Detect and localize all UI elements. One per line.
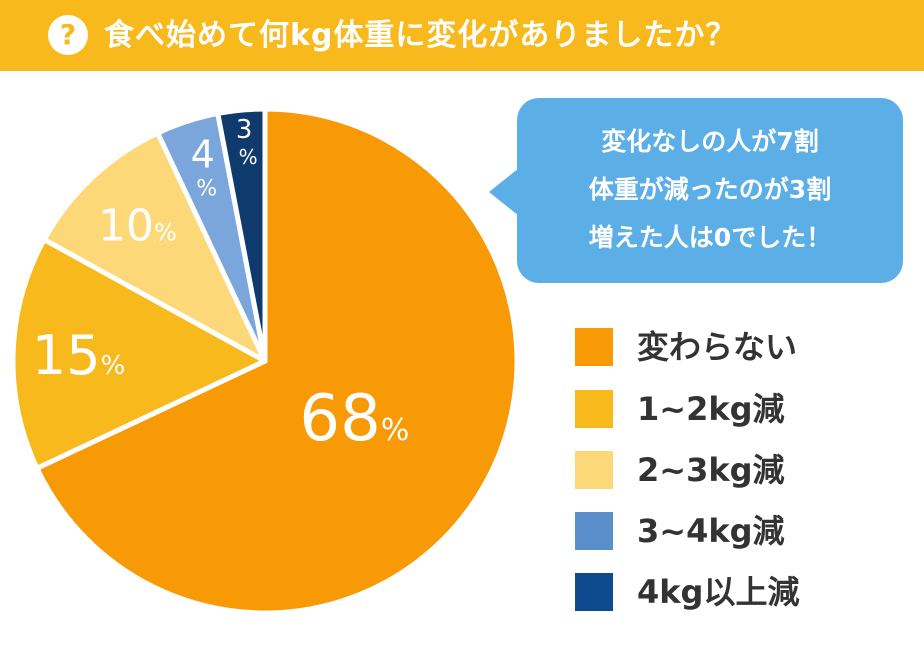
legend-label: 3~4kg減: [637, 512, 785, 550]
legend-swatch: [575, 573, 613, 611]
callout-tail: [489, 168, 519, 216]
pie-value-label-3-4kg-loss: 4%: [191, 132, 218, 201]
legend-label: 変わらない: [637, 328, 798, 366]
pie-value-label-1-2kg-loss: 15%: [32, 324, 125, 387]
legend-swatch: [575, 328, 613, 366]
callout-line-1: 変化なしの人が7割: [601, 127, 819, 156]
pie-slice-4kg-plus-loss: [215, 106, 268, 364]
legend-swatch: [575, 512, 613, 550]
legend-label: 4kg以上減: [637, 573, 800, 611]
pie-slice-1-2kg-loss: [10, 237, 268, 471]
pie-value-label-4kg-plus-loss: 3%: [236, 115, 258, 169]
header-bar: ? 食べ始めて何kg体重に変化がありましたか？: [0, 0, 924, 71]
page-title: 食べ始めて何kg体重に変化がありましたか？: [104, 18, 737, 53]
pie-chart: 68% 15% 10% 4 % 3%: [10, 106, 520, 616]
pie-value-label-2-3kg-loss: 10%: [98, 200, 177, 251]
callout-line-3: 増えた人は0でした！: [588, 223, 832, 252]
pie-slice-no-change: [34, 106, 520, 616]
legend-label: 1~2kg減: [637, 390, 785, 428]
legend-swatch: [575, 451, 613, 489]
pie-value-label-no-change: 68%: [299, 382, 409, 456]
callout-line-2: 体重が減ったのが3割: [588, 175, 832, 204]
callout-bubble: 変化なしの人が7割 体重が減ったのが3割 増えた人は0でした！: [517, 98, 903, 283]
legend-label: 2~3kg減: [637, 451, 785, 489]
legend-swatch: [575, 390, 613, 428]
question-icon: ?: [48, 15, 88, 55]
pie-slice-2-3kg-loss: [41, 130, 268, 364]
